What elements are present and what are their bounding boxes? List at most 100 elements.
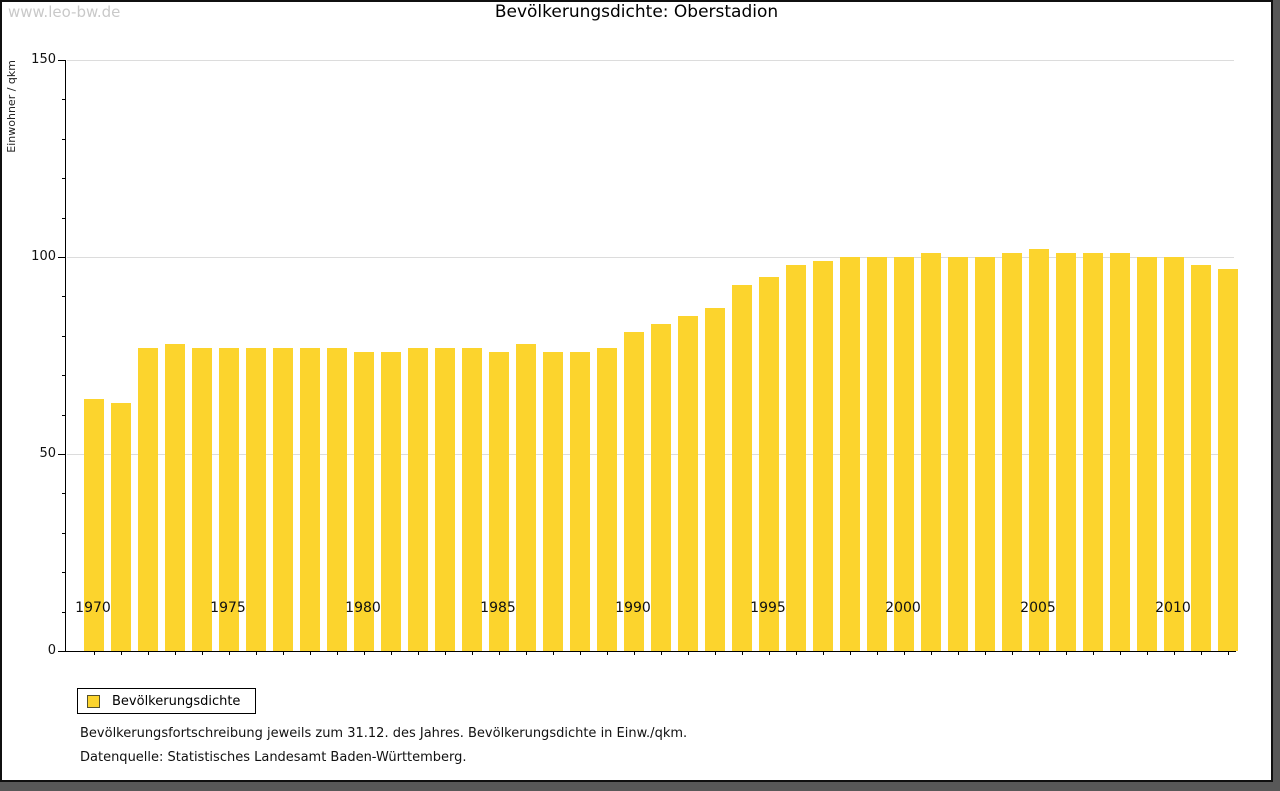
x-tick-1973	[175, 651, 176, 655]
x-tick-1983	[445, 651, 446, 655]
bar-1991	[651, 324, 671, 651]
bar-1986	[516, 344, 536, 651]
bar-1984	[462, 348, 482, 651]
bar-1998	[840, 257, 860, 651]
bar-1993	[705, 308, 725, 651]
bar-1999	[867, 257, 887, 651]
y-minor-tick-10	[62, 612, 66, 613]
bar-2011	[1191, 265, 1211, 651]
y-tick-50	[58, 454, 66, 455]
x-tick-1990	[634, 651, 635, 655]
y-minor-tick-80	[62, 336, 66, 337]
x-tick-1979	[337, 651, 338, 655]
bar-1974	[192, 348, 212, 651]
bar-1990	[624, 332, 644, 651]
legend-label: Bevölkerungsdichte	[112, 693, 241, 709]
x-tick-2003	[985, 651, 986, 655]
bar-1983	[435, 348, 455, 651]
x-tick-label-1980: 1980	[345, 600, 381, 616]
x-tick-1977	[283, 651, 284, 655]
bar-2012	[1218, 269, 1238, 651]
x-tick-1991	[661, 651, 662, 655]
y-minor-tick-140	[62, 99, 66, 100]
x-tick-label-1995: 1995	[750, 600, 786, 616]
x-tick-2011	[1201, 651, 1202, 655]
bar-1985	[489, 352, 509, 651]
x-tick-2012	[1228, 651, 1229, 655]
gridline-150	[67, 60, 1234, 61]
bar-1997	[813, 261, 833, 651]
x-tick-1995	[769, 651, 770, 655]
bar-1994	[732, 285, 752, 651]
bar-2007	[1083, 253, 1103, 651]
y-axis-label: Einwohner / qkm	[5, 60, 18, 153]
bar-2002	[948, 257, 968, 651]
bar-2008	[1110, 253, 1130, 651]
x-tick-1985	[499, 651, 500, 655]
x-tick-2005	[1039, 651, 1040, 655]
gridline-50	[67, 454, 1234, 455]
bar-1989	[597, 348, 617, 651]
y-tick-150	[58, 60, 66, 61]
bar-1971	[111, 403, 131, 651]
x-tick-2001	[931, 651, 932, 655]
x-tick-1997	[823, 651, 824, 655]
bar-1988	[570, 352, 590, 651]
x-tick-1988	[580, 651, 581, 655]
y-tick-label-50: 50	[39, 446, 56, 461]
bar-1973	[165, 344, 185, 651]
bar-2003	[975, 257, 995, 651]
bar-1972	[138, 348, 158, 651]
y-minor-tick-30	[62, 533, 66, 534]
x-tick-1978	[310, 651, 311, 655]
bar-2006	[1056, 253, 1076, 651]
footnote-line1: Bevölkerungsfortschreibung jeweils zum 3…	[80, 726, 688, 741]
x-tick-1998	[850, 651, 851, 655]
x-tick-1994	[742, 651, 743, 655]
bar-1996	[786, 265, 806, 651]
chart-title: Bevölkerungsdichte: Oberstadion	[494, 2, 779, 22]
x-tick-label-1985: 1985	[480, 600, 516, 616]
bar-1975	[219, 348, 239, 651]
x-tick-1989	[607, 651, 608, 655]
bar-2004	[1002, 253, 1022, 651]
bar-1992	[678, 316, 698, 651]
x-tick-label-2005: 2005	[1020, 600, 1056, 616]
x-tick-2000	[904, 651, 905, 655]
bar-2001	[921, 253, 941, 651]
x-tick-label-2010: 2010	[1155, 600, 1191, 616]
watermark: www.leo-bw.de	[8, 3, 121, 21]
x-tick-label-1990: 1990	[615, 600, 651, 616]
bar-1970	[84, 399, 104, 651]
bar-1976	[246, 348, 266, 651]
x-tick-1975	[229, 651, 230, 655]
bar-1995	[759, 277, 779, 651]
x-tick-1976	[256, 651, 257, 655]
y-tick-label-150: 150	[31, 52, 56, 67]
x-tick-2007	[1093, 651, 1094, 655]
bar-1977	[273, 348, 293, 651]
x-tick-1971	[121, 651, 122, 655]
bar-1978	[300, 348, 320, 651]
x-tick-1999	[877, 651, 878, 655]
y-minor-tick-20	[62, 572, 66, 573]
y-minor-tick-90	[62, 296, 66, 297]
x-tick-1986	[526, 651, 527, 655]
y-tick-100	[58, 257, 66, 258]
x-tick-label-2000: 2000	[885, 600, 921, 616]
y-tick-0	[58, 651, 66, 652]
y-minor-tick-130	[62, 139, 66, 140]
bar-1979	[327, 348, 347, 651]
x-tick-2004	[1012, 651, 1013, 655]
x-tick-1993	[715, 651, 716, 655]
bar-1981	[381, 352, 401, 651]
y-minor-tick-110	[62, 218, 66, 219]
x-tick-1972	[148, 651, 149, 655]
bar-2009	[1137, 257, 1157, 651]
x-tick-label-1975: 1975	[210, 600, 246, 616]
x-tick-1981	[391, 651, 392, 655]
x-tick-1974	[202, 651, 203, 655]
y-minor-tick-120	[62, 178, 66, 179]
